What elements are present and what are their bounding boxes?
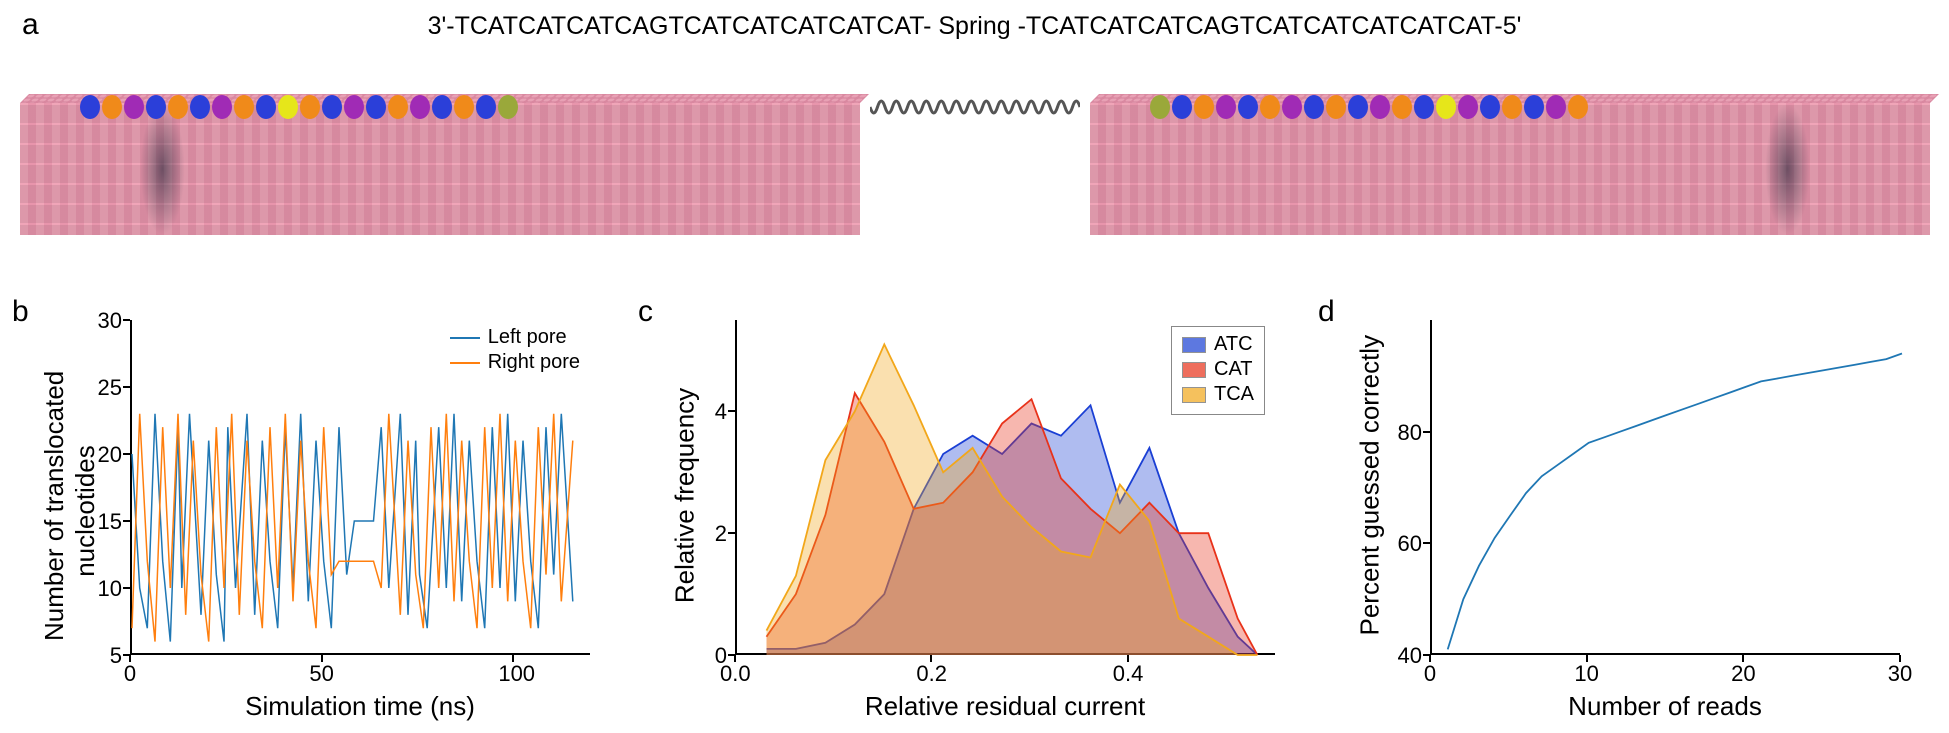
x-tick: 0.2 — [916, 661, 946, 687]
panel-b-legend: Left poreRight pore — [450, 326, 580, 376]
x-tick: 30 — [1885, 661, 1915, 687]
y-tick: 30 — [80, 308, 122, 334]
legend-label: CAT — [1214, 358, 1253, 381]
nucleotide — [190, 95, 210, 119]
sequence-title: 3'-TCATCATCATCAGTCATCATCATCATCAT- Spring… — [0, 12, 1949, 41]
panel-b-chart: b Number of translocatednucleotides Left… — [0, 300, 620, 730]
nucleotide — [168, 95, 188, 119]
nucleotide — [1546, 95, 1566, 119]
nucleotide — [1282, 95, 1302, 119]
legend-swatch — [1182, 387, 1206, 403]
nucleotide — [1436, 95, 1456, 119]
nucleotide — [1304, 95, 1324, 119]
panel-c-plot-area: ATCCATTCA — [735, 320, 1275, 655]
panel-d-label: d — [1318, 295, 1335, 329]
legend-swatch — [450, 362, 480, 364]
nucleotide — [146, 95, 166, 119]
spring-connector — [870, 93, 1080, 121]
panel-c-xlabel: Relative residual current — [735, 691, 1275, 722]
legend-item: TCA — [1182, 383, 1254, 406]
nucleotide — [1480, 95, 1500, 119]
nucleotide — [388, 95, 408, 119]
x-tick: 100 — [498, 661, 528, 687]
y-tick: 2 — [685, 521, 727, 547]
nucleotide — [1502, 95, 1522, 119]
x-tick: 0.4 — [1113, 661, 1143, 687]
nucleotide — [1392, 95, 1412, 119]
nucleotide — [1172, 95, 1192, 119]
y-tick: 4 — [685, 399, 727, 425]
legend-item: Left pore — [450, 326, 580, 349]
right-membrane-block — [1090, 85, 1930, 235]
nucleotide — [256, 95, 276, 119]
legend-label: ATC — [1214, 333, 1253, 356]
nucleotide — [1260, 95, 1280, 119]
left-nucleotide-strand — [80, 95, 800, 125]
nucleotide — [102, 95, 122, 119]
panel-d-xlabel: Number of reads — [1430, 691, 1900, 722]
y-tick: 0 — [685, 643, 727, 669]
legend-label: Left pore — [488, 326, 567, 349]
nucleotide — [476, 95, 496, 119]
panel-d-chart: d Percent guessed correctly Number of re… — [1300, 300, 1949, 730]
nucleotide — [454, 95, 474, 119]
nucleotide — [366, 95, 386, 119]
y-tick: 80 — [1380, 420, 1422, 446]
legend-swatch — [1182, 362, 1206, 378]
panel-b-xlabel: Simulation time (ns) — [130, 691, 590, 722]
nucleotide — [1370, 95, 1390, 119]
legend-label: Right pore — [488, 351, 580, 374]
y-tick: 15 — [80, 509, 122, 535]
left-membrane-block — [20, 85, 860, 235]
y-tick: 5 — [80, 643, 122, 669]
y-tick: 25 — [80, 375, 122, 401]
nucleotide — [1150, 95, 1170, 119]
nucleotide — [432, 95, 452, 119]
panel-d-plot-area — [1430, 320, 1900, 655]
nucleotide — [1326, 95, 1346, 119]
panel-d-ylabel: Percent guessed correctly — [1355, 356, 1386, 636]
nucleotide — [278, 95, 298, 119]
nucleotide — [322, 95, 342, 119]
nucleotide — [344, 95, 364, 119]
x-tick: 50 — [307, 661, 337, 687]
nucleotide — [234, 95, 254, 119]
panel-a-illustration — [20, 55, 1930, 275]
nucleotide — [1348, 95, 1368, 119]
nucleotide — [498, 95, 518, 119]
right-nucleotide-strand — [1150, 95, 1870, 125]
nucleotide — [1568, 95, 1588, 119]
panel-c-chart: c Relative frequency ATCCATTCA Relative … — [620, 300, 1300, 730]
nucleotide — [300, 95, 320, 119]
y-tick: 10 — [80, 576, 122, 602]
nucleotide — [212, 95, 232, 119]
panel-b-plot-area: Left poreRight pore — [130, 320, 590, 655]
legend-item: ATC — [1182, 333, 1254, 356]
y-tick: 60 — [1380, 531, 1422, 557]
legend-item: Right pore — [450, 351, 580, 374]
nucleotide — [124, 95, 144, 119]
nucleotide — [1194, 95, 1214, 119]
panel-b-label: b — [12, 295, 29, 329]
nucleotide — [1524, 95, 1544, 119]
panel-c-legend: ATCCATTCA — [1171, 326, 1265, 415]
panel-c-label: c — [638, 295, 653, 329]
legend-label: TCA — [1214, 383, 1254, 406]
legend-item: CAT — [1182, 358, 1254, 381]
y-tick: 20 — [80, 442, 122, 468]
nucleotide — [1458, 95, 1478, 119]
nucleotide — [80, 95, 100, 119]
nucleotide — [1216, 95, 1236, 119]
nucleotide — [1414, 95, 1434, 119]
legend-swatch — [1182, 337, 1206, 353]
nucleotide — [1238, 95, 1258, 119]
legend-swatch — [450, 337, 480, 339]
nucleotide — [410, 95, 430, 119]
x-tick: 20 — [1728, 661, 1758, 687]
y-tick: 40 — [1380, 643, 1422, 669]
x-tick: 10 — [1572, 661, 1602, 687]
